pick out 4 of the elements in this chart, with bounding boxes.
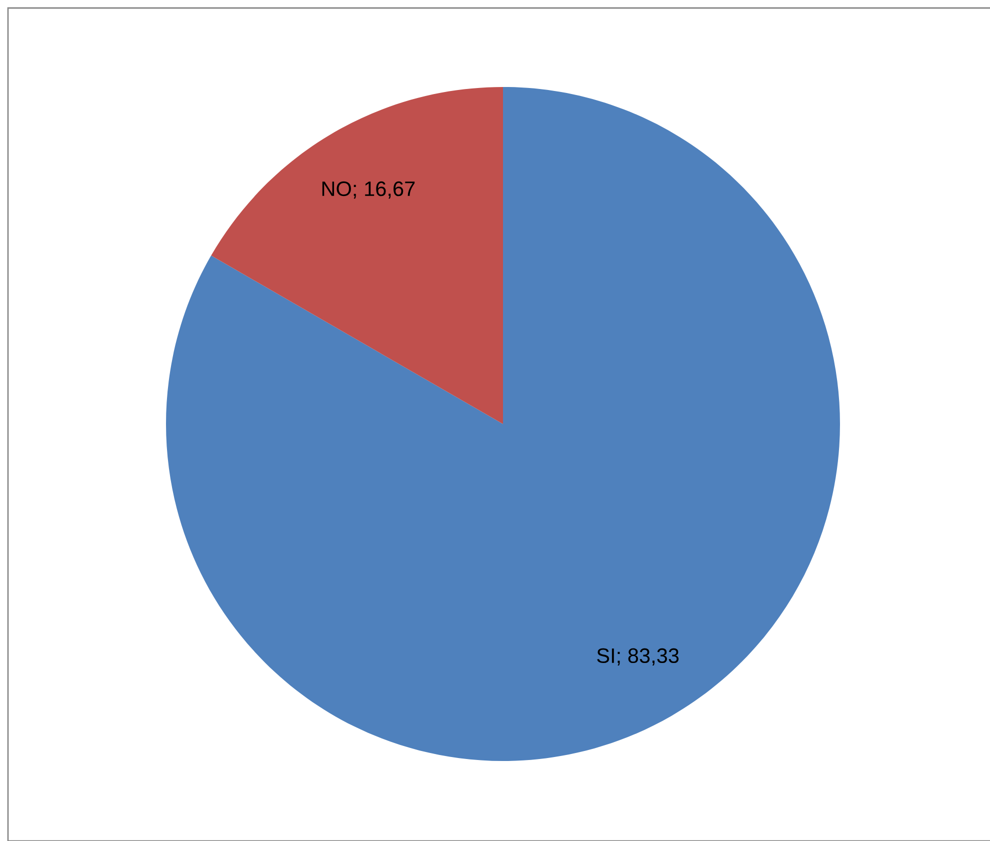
pie-slice xyxy=(211,87,503,424)
pie-slice xyxy=(166,87,840,761)
slice-label: NO; 16,67 xyxy=(322,181,415,199)
slice-label: SI; 83,33 xyxy=(597,648,679,666)
